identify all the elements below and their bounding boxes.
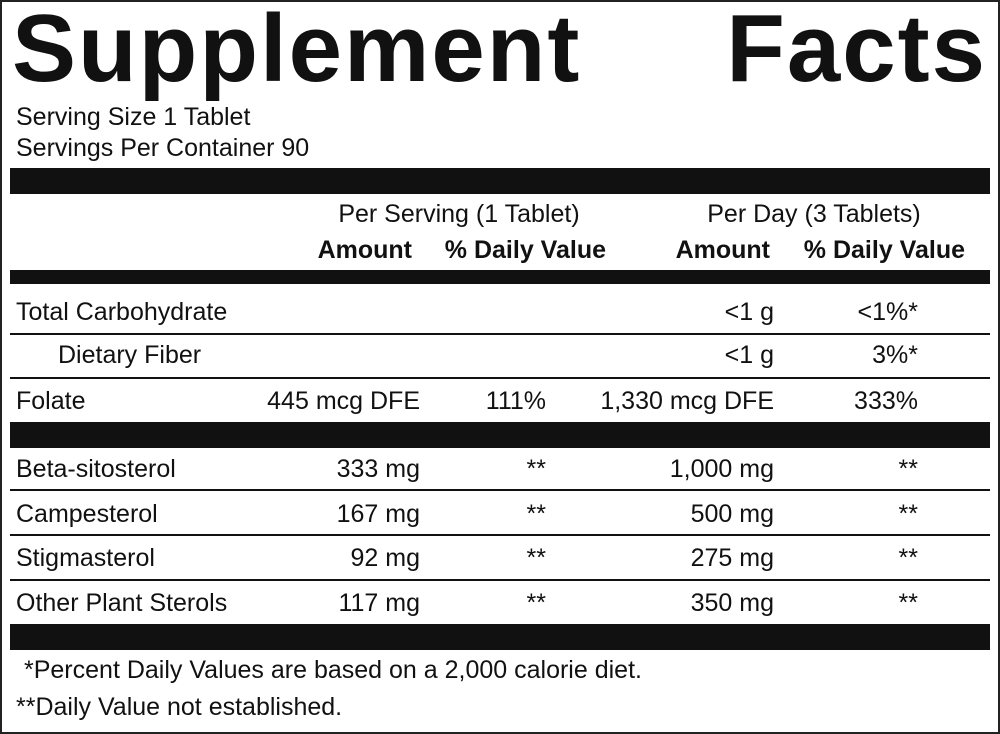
nutrient-name: Beta-sitosterol [16,455,176,483]
cell: 1,000 mg [669,455,774,483]
cell: <1 g [724,341,774,369]
cell: 275 mg [690,544,774,572]
row-separator [10,579,990,581]
cell: ** [898,589,918,617]
cell: ** [898,455,918,483]
column-header: % Daily Value [803,236,965,264]
nutrient-name: Dietary Fiber [58,341,202,369]
cell: ** [526,455,546,483]
row-separator [10,489,990,491]
cell: ** [898,500,918,528]
nutrient-name: Folate [16,387,86,415]
nutrient-name: Campesterol [16,500,158,528]
cell: ** [526,589,546,617]
divider-bar [10,168,990,194]
row-separator [10,377,990,379]
divider-bar [10,624,990,650]
cell: 500 mg [690,500,774,528]
footnote: **Daily Value not established. [16,693,343,721]
cell: 167 mg [336,500,420,528]
cell: <1%* [857,298,918,326]
row-separator [10,534,990,536]
column-header: Amount [317,236,412,264]
cell: 3%* [872,341,918,369]
title: Supplement Facts [12,0,987,102]
cell: 333 mg [336,455,420,483]
cell: 1,330 mcg DFE [600,387,774,415]
cell: ** [526,500,546,528]
divider-bar [10,270,990,284]
column-header: % Daily Value [444,236,606,264]
row-separator [10,333,990,335]
nutrient-name: Stigmasterol [16,544,155,572]
cell: <1 g [724,298,774,326]
nutrient-name: Total Carbohydrate [16,298,228,326]
nutrient-name: Other Plant Sterols [16,589,228,617]
cell: 111% [485,387,546,415]
cell: 92 mg [350,544,420,572]
divider-bar [10,422,990,448]
cell: ** [898,544,918,572]
column-header: Per Day (3 Tablets) [707,200,921,228]
footnote: *Percent Daily Values are based on a 2,0… [24,656,642,684]
cell: 445 mcg DFE [267,387,420,415]
cell: ** [526,544,546,572]
column-header: Amount [675,236,770,264]
column-header: Per Serving (1 Tablet) [338,200,580,228]
serving-size: Serving Size 1 Tablet [16,103,251,131]
cell: 117 mg [338,589,420,617]
cell: 350 mg [690,589,774,617]
cell: 333% [854,387,918,415]
servings-per-container: Servings Per Container 90 [16,134,310,162]
